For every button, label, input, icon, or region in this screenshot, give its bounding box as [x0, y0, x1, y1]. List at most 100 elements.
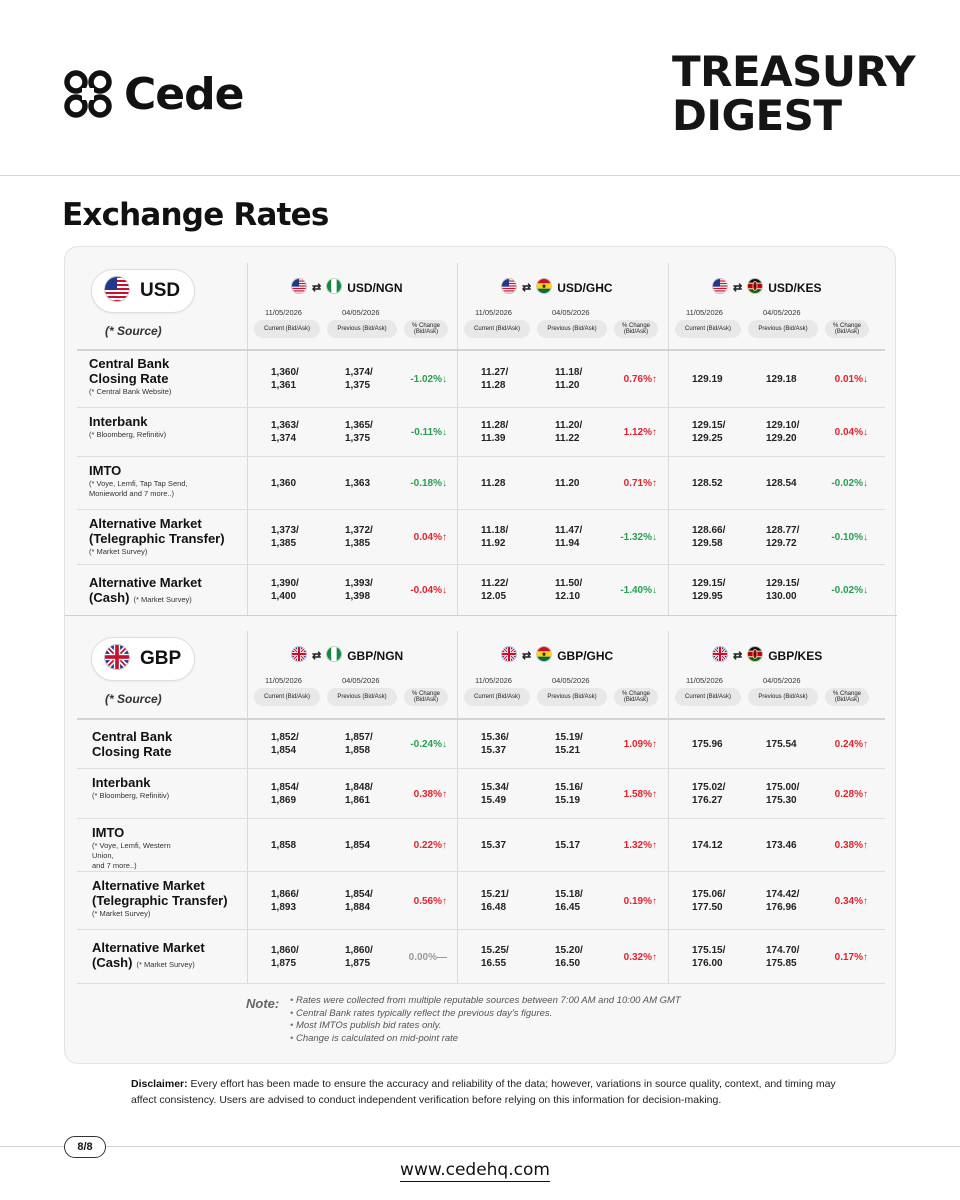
us-flag-icon — [501, 278, 517, 297]
col-header-change: % Change (Bid/Ask) — [614, 320, 658, 338]
current-value: 129.15/ 129.25 — [692, 420, 726, 444]
row-divider — [77, 407, 885, 408]
previous-value: 1,854/ 1,884 — [345, 888, 373, 913]
current-value: 1,858 — [271, 840, 297, 851]
previous-value: 129.18 — [766, 373, 797, 385]
change-percent: 0.19% — [623, 895, 652, 907]
arrow-down-icon: ↓ — [863, 532, 868, 543]
change-value: 0.38%↑ — [804, 839, 868, 852]
change-value: 1.12%↑ — [593, 426, 657, 439]
pair-name: USD/KES — [768, 280, 822, 295]
column-divider — [668, 631, 669, 983]
current-value: 1,866/ 1,893 — [271, 888, 299, 913]
row-label: Alternative Market (Cash) (* Market Surve… — [89, 575, 221, 607]
change-percent: 0.01% — [834, 373, 863, 385]
col-header-current: Current (Bid/Ask) — [254, 688, 320, 706]
change-percent: 0.34% — [834, 895, 863, 907]
row-divider — [77, 818, 885, 819]
previous-date: 04/05/2026 — [763, 308, 801, 317]
table-bottom-divider — [77, 983, 885, 984]
gb-flag-icon — [291, 646, 307, 665]
previous-value: 15.17 — [555, 840, 581, 851]
change-value: 0.19%↑ — [593, 895, 657, 908]
page-number: 8/8 — [64, 1136, 106, 1158]
row-label-text: IMTO — [89, 463, 122, 478]
arrow-up-icon: ↑ — [652, 738, 657, 750]
change-value: -0.11%↓ — [383, 426, 447, 439]
previous-value: 1,393/ 1,398 — [345, 578, 373, 602]
disclaimer: Disclaimer: Every effort has been made t… — [131, 1076, 851, 1108]
col-header-previous: Previous (Bid/Ask) — [327, 688, 397, 706]
row-label: Alternative Market (Telegraphic Transfer… — [89, 516, 229, 557]
previous-value: 128.77/ 129.72 — [766, 525, 800, 549]
col-header-previous: Previous (Bid/Ask) — [748, 688, 818, 706]
previous-date: 04/05/2026 — [552, 308, 590, 317]
previous-value: 15.20/ 16.50 — [555, 944, 583, 969]
arrow-down-icon: ↓ — [652, 585, 657, 596]
current-value: 1,852/ 1,854 — [271, 731, 299, 756]
previous-value: 174.70/ 175.85 — [766, 944, 800, 969]
column-divider — [457, 263, 458, 615]
current-value: 175.15/ 176.00 — [692, 944, 726, 969]
column-divider — [247, 263, 248, 615]
previous-value: 175.54 — [766, 738, 797, 750]
header-title-line1: TREASURY — [672, 47, 916, 96]
change-value: 0.38%↑ — [383, 788, 447, 801]
change-percent: -1.32% — [620, 532, 652, 543]
pair-header-usd-kes: ⇄ USD/KES — [712, 278, 822, 297]
arrow-up-icon: ↑ — [652, 478, 657, 489]
change-value: -0.24%↓ — [383, 738, 447, 751]
change-value: 0.01%↓ — [804, 373, 868, 386]
dash-icon: — — [437, 951, 447, 963]
pair-name: USD/GHC — [557, 280, 613, 295]
change-percent: -0.10% — [831, 532, 863, 543]
change-value: -0.02%↓ — [804, 477, 868, 490]
row-divider — [77, 929, 885, 930]
current-value: 11.22/ 12.05 — [481, 578, 509, 602]
previous-value: 174.42/ 176.96 — [766, 888, 800, 913]
row-divider — [77, 768, 885, 769]
change-value: -0.02%↓ — [804, 584, 868, 597]
rates-table-card: USD (* Source) ⇄ USD/NGN 11/05/2026 04/05/202… — [64, 246, 897, 1064]
col-header-previous: Previous (Bid/Ask) — [748, 320, 818, 338]
change-value: 0.76%↑ — [593, 373, 657, 386]
col-header-change: % Change (Bid/Ask) — [614, 688, 658, 706]
change-percent: 0.17% — [834, 951, 863, 963]
currency-pill-usd: USD — [91, 269, 195, 313]
change-percent: -0.02% — [831, 585, 863, 596]
change-value: -1.32%↓ — [593, 531, 657, 544]
previous-date: 04/05/2026 — [552, 676, 590, 685]
current-value: 15.21/ 16.48 — [481, 888, 509, 913]
arrow-down-icon: ↓ — [442, 738, 447, 750]
change-value: 0.17%↑ — [804, 951, 868, 964]
change-percent: 1.58% — [623, 788, 652, 800]
row-label: IMTO (* Voye, Lemfi, Tap Tap Send, Moniew… — [89, 463, 189, 499]
change-percent: 0.22% — [413, 840, 442, 851]
row-label-text: Alternative Market (Cash) — [92, 940, 205, 970]
arrow-down-icon: ↓ — [442, 585, 447, 596]
change-percent: -0.11% — [410, 427, 442, 438]
change-value: 0.04%↓ — [804, 426, 868, 439]
previous-value: 11.18/ 11.20 — [555, 366, 583, 391]
ke-flag-icon — [747, 646, 764, 665]
col-header-current: Current (Bid/Ask) — [254, 320, 320, 338]
row-divider — [77, 509, 885, 510]
arrow-up-icon: ↑ — [652, 427, 657, 438]
previous-value: 15.16/ 15.19 — [555, 781, 583, 806]
previous-value: 15.19/ 15.21 — [555, 731, 583, 756]
col-header-current: Current (Bid/Ask) — [675, 688, 741, 706]
current-value: 174.12 — [692, 840, 723, 851]
current-value: 15.25/ 16.55 — [481, 944, 509, 969]
current-value: 11.28/ 11.39 — [481, 420, 509, 444]
change-percent: 1.32% — [623, 840, 652, 851]
change-value: 0.32%↑ — [593, 951, 657, 964]
previous-value: 129.10/ 129.20 — [766, 420, 800, 444]
arrow-up-icon: ↑ — [863, 738, 868, 750]
col-header-current: Current (Bid/Ask) — [675, 320, 741, 338]
current-value: 175.06/ 177.50 — [692, 888, 726, 913]
row-source: (* Market Survey) — [89, 547, 148, 556]
swap-arrows-icon: ⇄ — [522, 282, 532, 294]
website-link[interactable]: www.cedehq.com — [400, 1160, 550, 1182]
current-value: 15.37 — [481, 840, 507, 851]
previous-value: 1,372/ 1,385 — [345, 525, 373, 549]
